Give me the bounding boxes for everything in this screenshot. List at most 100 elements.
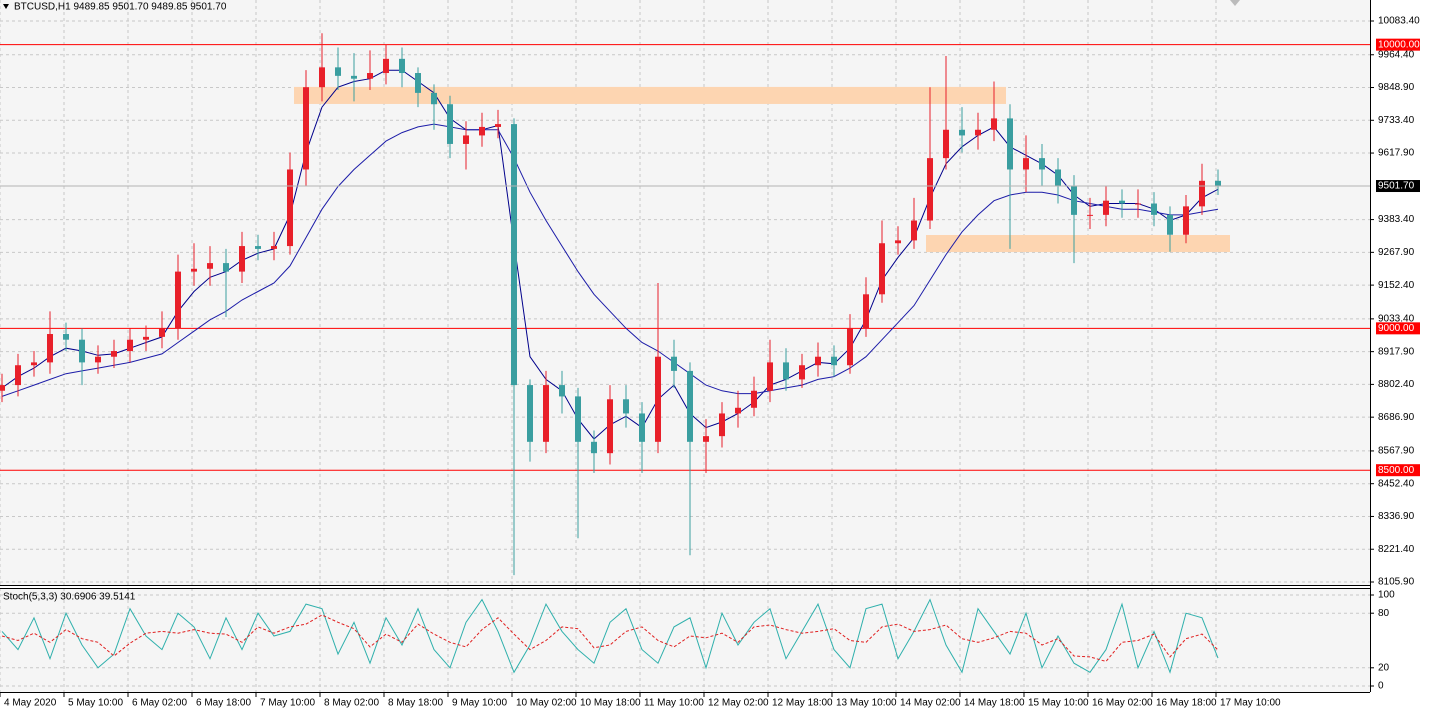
candle-body [1135,203,1141,205]
y-tick-label: 100 [1378,590,1395,601]
candle-body [159,328,165,337]
y-tick-label: 20 [1378,662,1390,673]
candle-body [799,365,805,380]
candle-body [1023,158,1029,170]
candle-body [927,158,933,221]
candle-body [1215,180,1221,187]
x-tick-label: 5 May 10:00 [68,698,123,709]
y-tick-label: 9848.90 [1378,82,1415,93]
candle-body [255,246,261,249]
candle-body [1103,200,1109,215]
y-tick-label: 80 [1378,608,1390,619]
stoch-title: Stoch(5,3,3) 30.6906 39.5141 [3,592,136,603]
candle-body [591,441,597,454]
candle-body [783,362,789,380]
candle-body [1071,186,1077,215]
y-tick-label: 8917.90 [1378,346,1415,357]
candle-body [0,385,5,391]
x-tick-label: 7 May 10:00 [260,698,315,709]
level-label-box [1376,322,1420,335]
x-tick-label: 14 May 02:00 [900,698,961,709]
y-tick-label: 9733.40 [1378,115,1415,126]
y-tick-label: 9033.40 [1378,314,1415,325]
candle-body [1055,169,1061,187]
candle-body [31,362,37,366]
candle-body [1039,158,1045,170]
candle-body [751,390,757,408]
candle-body [191,268,197,272]
candle-body [351,75,357,79]
candle-body [911,220,917,241]
y-tick-label: 8567.90 [1378,446,1415,457]
candle-body [687,370,693,442]
candle-body [239,246,245,272]
y-tick-label: 8452.40 [1378,478,1415,489]
candle-body [623,399,629,414]
candle-body [127,339,133,352]
candle-body [671,356,677,371]
x-tick-label: 10 May 02:00 [516,698,577,709]
y-tick-label: 8686.90 [1378,412,1415,423]
candle-body [479,126,485,136]
candle-body [1183,206,1189,235]
candle-body [815,356,821,366]
candle-body [703,436,709,442]
candle-body [207,263,213,269]
y-tick-label: 9152.40 [1378,280,1415,291]
candle-body [367,73,373,79]
candle-body [47,334,53,363]
x-tick-label: 6 May 02:00 [132,698,187,709]
x-tick-label: 9 May 10:00 [452,698,507,709]
candle-body [335,67,341,76]
candle-body [879,243,885,295]
candle-body [95,356,101,363]
candle-body [767,362,773,391]
x-tick-label: 8 May 02:00 [324,698,379,709]
x-tick-label: 4 May 2020 [4,698,57,709]
layer [0,0,1370,692]
candle-body [511,124,517,386]
candle-body [383,58,389,74]
y-tick-label: 8105.90 [1378,577,1415,588]
y-tick-label: 9383.40 [1378,214,1415,225]
zone [926,235,1230,253]
candle-body [1087,214,1093,216]
y-tick-label: 9964.40 [1378,49,1415,60]
candle-body [303,87,309,170]
candle-body [1007,118,1013,170]
y-tick-label: 8221.40 [1378,544,1415,555]
candle-body [415,73,421,93]
candle-body [223,263,229,272]
menu-arrow[interactable] [3,4,9,9]
candle-body [991,118,997,130]
candle-body [959,129,965,136]
x-tick-label: 16 May 02:00 [1092,698,1153,709]
y-tick-label: 8802.40 [1378,379,1415,390]
candle-body [655,356,661,442]
candle-body [735,407,741,414]
candle-body [639,413,645,442]
candle-body [399,58,405,74]
x-tick-label: 17 May 10:00 [1220,698,1281,709]
candle-body [63,334,69,340]
level-label-box [1376,38,1420,51]
x-tick-label: 12 May 02:00 [708,698,769,709]
candle-body [831,356,837,366]
stoch-line [1,614,1219,662]
y-tick-label: 8336.90 [1378,511,1415,522]
scroll-marker [1230,0,1240,6]
candle-body [559,385,565,397]
candle-body [1167,214,1173,235]
candle-body [543,385,549,442]
candle-body [607,399,613,454]
x-tick-label: 8 May 18:00 [388,698,443,709]
candle-body [1151,203,1157,215]
current-price-label: 9501.70 [1378,181,1415,192]
candle-body [15,365,21,386]
candle-body [111,351,117,357]
candle-body [719,413,725,437]
level-label: 8500.00 [1378,465,1415,476]
candle-body [463,135,469,144]
